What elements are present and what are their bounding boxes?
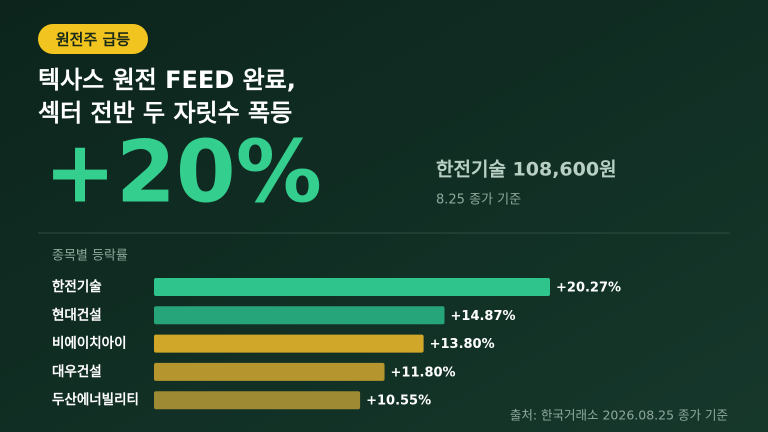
value-label: +20.27% bbox=[556, 281, 621, 296]
bar bbox=[154, 391, 361, 410]
bar bbox=[154, 278, 550, 296]
bar bbox=[154, 362, 385, 381]
headline: 섹터 전반 두 자릿수 폭등 bbox=[38, 99, 292, 127]
bar bbox=[154, 306, 445, 325]
category-label: 비에이치아이 bbox=[52, 335, 127, 352]
badge-bg bbox=[38, 24, 148, 54]
highlight-price: 한전기술 108,600원 bbox=[436, 159, 617, 181]
category-label: 한전기술 bbox=[52, 278, 102, 295]
chart-title: 종목별 등락률 bbox=[52, 249, 128, 264]
value-label: +11.80% bbox=[391, 365, 456, 380]
headline: 텍사스 원전 FEED 완료, bbox=[38, 66, 296, 94]
category-label: 대우건설 bbox=[52, 363, 102, 380]
category-label: 현대건설 bbox=[52, 306, 102, 323]
value-label: +10.55% bbox=[366, 394, 431, 409]
badge: 원전주 급등 bbox=[56, 31, 130, 49]
source: 출처: 한국거래소 2026.08.25 종가 기준 bbox=[510, 408, 728, 423]
bar bbox=[154, 334, 424, 353]
highlight-note: 8.25 종가 기준 bbox=[436, 193, 521, 208]
category-label: 두산에너빌리티 bbox=[52, 391, 139, 408]
big-figure: +20% bbox=[44, 122, 322, 222]
value-label: +13.80% bbox=[430, 337, 495, 352]
value-label: +14.87% bbox=[451, 309, 516, 324]
